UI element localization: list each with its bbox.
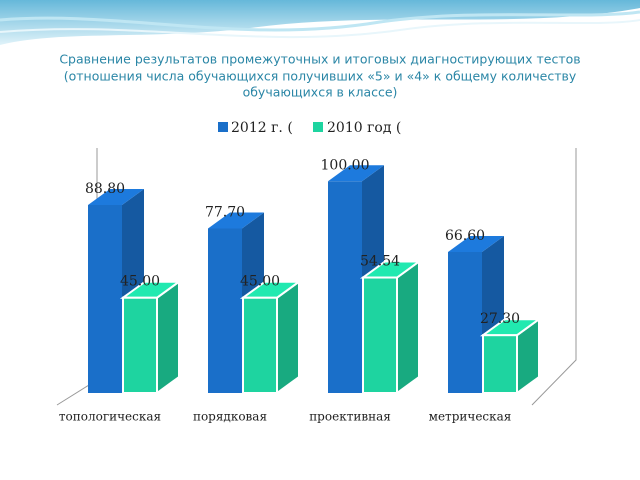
bar-top [208, 212, 264, 229]
bar-top [448, 236, 504, 252]
plot: 88.80 45.00 77.70 45.00 100.00 54.54 66.60 27.3… [85, 157, 543, 395]
x-tick-label: метрическая [429, 410, 512, 424]
bar [448, 252, 482, 393]
bar [122, 296, 158, 395]
data-label: 27.30 [480, 311, 520, 327]
bar-top [88, 189, 144, 205]
data-label: 45.00 [240, 274, 280, 290]
legend-label: 2012 г. ( [231, 120, 293, 136]
legend-swatch [313, 122, 323, 132]
data-label: 77.70 [205, 205, 245, 221]
bar [362, 276, 398, 395]
title-line: Сравнение результатов промежуточных и ит… [59, 52, 580, 67]
title-line: обучающихся в классе) [243, 85, 398, 100]
background-waves [0, 0, 640, 45]
x-tick-label: топологическая [59, 410, 161, 424]
bar [482, 334, 518, 394]
data-label: 88.80 [85, 181, 125, 197]
bar [242, 296, 278, 395]
data-label: 66.60 [445, 228, 485, 244]
bar-side [156, 279, 180, 395]
data-label: 45.00 [120, 274, 160, 290]
bar [208, 228, 242, 393]
legend-label: 2010 год ( [327, 120, 401, 136]
chart-title: Сравнение результатов промежуточных и ит… [59, 52, 580, 100]
x-tick-label: порядковая [193, 410, 267, 424]
legend-swatch [218, 122, 228, 132]
x-tick-label: проективная [309, 410, 391, 424]
bar [328, 181, 362, 393]
title-line: (отношения числа обучающихся получивших … [64, 69, 577, 84]
bar [88, 205, 122, 393]
bar-side [276, 279, 300, 395]
data-label: 100.00 [321, 157, 370, 173]
bar-side [396, 259, 420, 395]
bar-top [328, 165, 384, 182]
data-label: 54.54 [360, 254, 400, 270]
